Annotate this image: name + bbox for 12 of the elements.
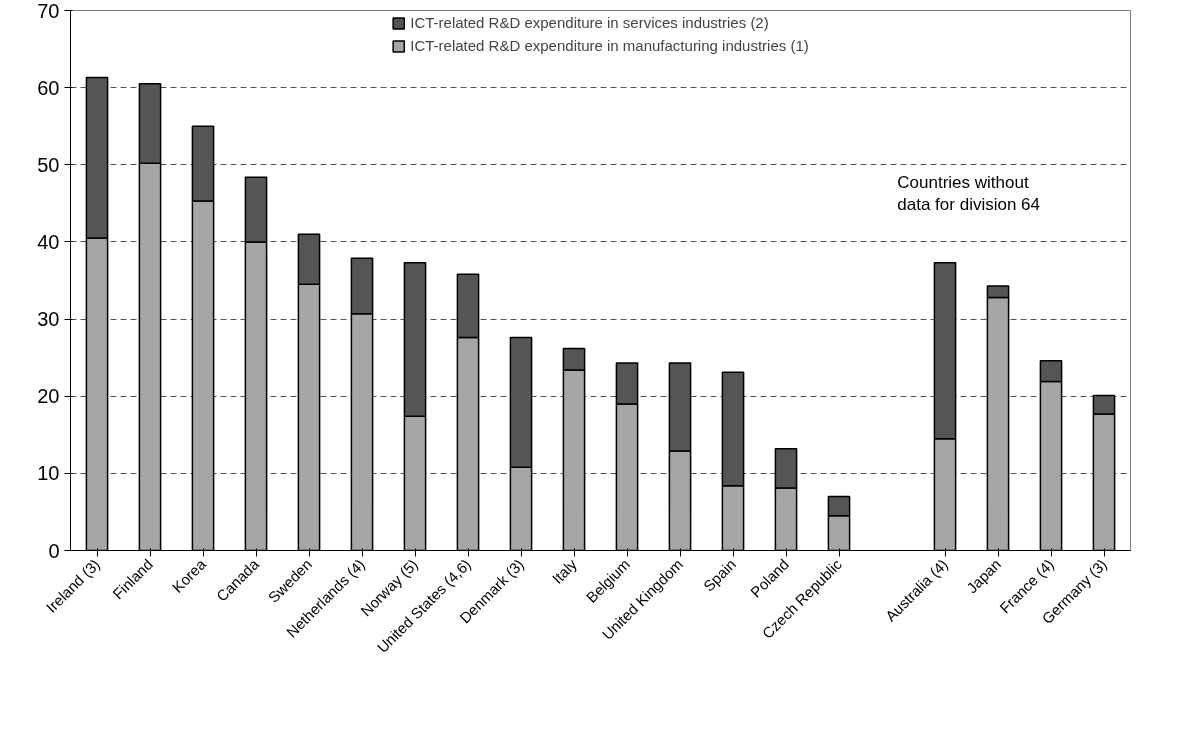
y-tick-label: 60 <box>37 76 60 99</box>
y-tick-label: 30 <box>37 308 60 331</box>
y-tick-label: 50 <box>37 153 60 176</box>
legend-label: ICT-related R&D expenditure in manufacturing industries (1) <box>410 37 809 54</box>
x-tick-label: Italy <box>548 555 581 587</box>
annotation: Countries without data for division 64 <box>897 172 1040 214</box>
y-tick-label: 10 <box>37 462 60 485</box>
y-tick-label: 0 <box>48 539 60 562</box>
y-tick-label: 20 <box>37 385 60 408</box>
y-tick-label: 70 <box>37 0 60 22</box>
legend-label: ICT-related R&D expenditure in services industries (2) <box>410 14 769 31</box>
y-tick-label: 40 <box>37 230 60 253</box>
